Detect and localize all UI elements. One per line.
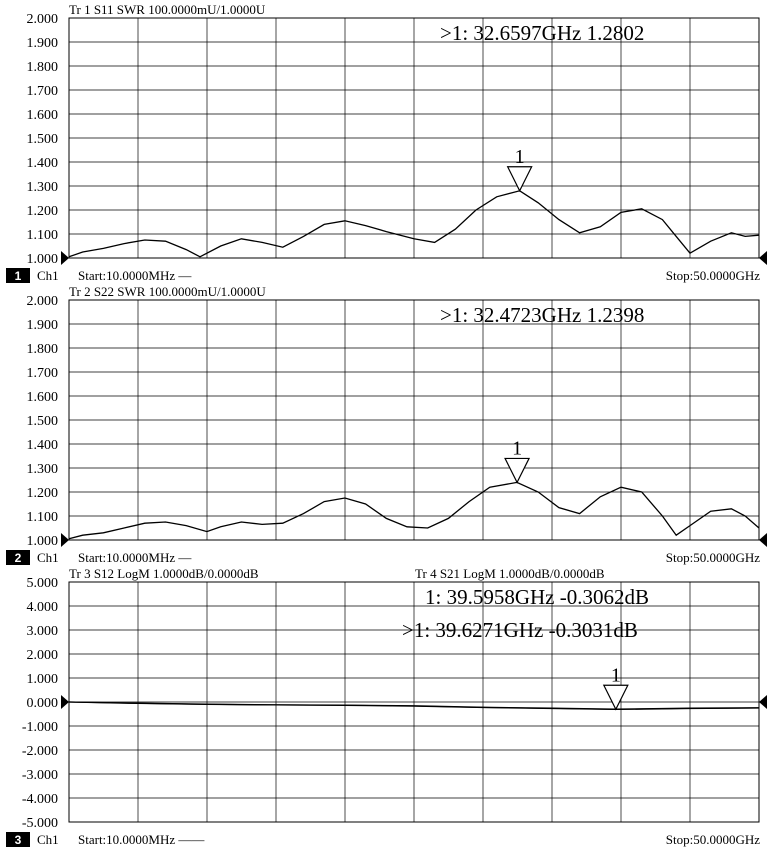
marker-readout: >1: 39.6271GHz -0.3031dB bbox=[402, 618, 638, 642]
start-frequency: Start:10.0000MHz —— bbox=[78, 832, 205, 847]
channel-label: Ch1 bbox=[37, 550, 59, 565]
y-tick-label: 2.000 bbox=[27, 648, 59, 663]
y-tick-label: 1.500 bbox=[27, 414, 59, 429]
y-tick-label: 1.200 bbox=[27, 204, 59, 219]
stop-frequency: Stop:50.0000GHz bbox=[666, 832, 760, 847]
y-tick-label: 1.100 bbox=[27, 510, 59, 525]
y-tick-label: 1.400 bbox=[27, 438, 59, 453]
channel-label: Ch1 bbox=[37, 832, 59, 847]
reference-arrow-right bbox=[759, 251, 767, 265]
y-tick-label: 2.000 bbox=[27, 294, 59, 309]
y-tick-label: 4.000 bbox=[27, 600, 59, 615]
marker-readout: >1: 32.4723GHz 1.2398 bbox=[440, 303, 644, 327]
y-tick-label: 3.000 bbox=[27, 624, 59, 639]
trace-line bbox=[68, 190, 760, 258]
channel-number: 1 bbox=[15, 269, 22, 283]
y-tick-label: 1.800 bbox=[27, 342, 59, 357]
marker-number: 1 bbox=[512, 437, 522, 459]
y-tick-label: 1.700 bbox=[27, 366, 59, 381]
y-tick-label: 1.200 bbox=[27, 486, 59, 501]
y-tick-label: 1.100 bbox=[27, 228, 59, 243]
trace-label: Tr 3 S12 LogM 1.0000dB/0.0000dB bbox=[69, 566, 259, 581]
channel-number: 3 bbox=[15, 833, 22, 847]
y-tick-label: 1.900 bbox=[27, 318, 59, 333]
marker-number: 1 bbox=[515, 146, 525, 168]
y-tick-label: -1.000 bbox=[22, 720, 58, 735]
stop-frequency: Stop:50.0000GHz bbox=[666, 268, 760, 283]
y-tick-label: -5.000 bbox=[22, 816, 58, 831]
y-tick-label: 1.000 bbox=[27, 672, 59, 687]
channel-label: Ch1 bbox=[37, 268, 59, 283]
reference-arrow-right bbox=[759, 695, 767, 709]
y-tick-label: 1.000 bbox=[27, 252, 59, 267]
marker-triangle bbox=[506, 166, 533, 193]
marker-triangle bbox=[504, 457, 531, 484]
channel-badge bbox=[6, 268, 30, 283]
trace-label: Tr 2 S22 SWR 100.0000mU/1.0000U bbox=[69, 284, 266, 299]
trace-label: Tr 1 S11 SWR 100.0000mU/1.0000U bbox=[69, 2, 266, 17]
trace-label: Tr 4 S21 LogM 1.0000dB/0.0000dB bbox=[415, 566, 605, 581]
marker-number: 1 bbox=[611, 664, 621, 686]
y-tick-label: 1.900 bbox=[27, 36, 59, 51]
y-tick-label: 0.000 bbox=[27, 696, 59, 711]
reference-arrow-left bbox=[61, 251, 69, 265]
y-tick-label: 1.600 bbox=[27, 390, 59, 405]
reference-arrow-left bbox=[61, 533, 69, 547]
y-tick-label: 1.300 bbox=[27, 180, 59, 195]
marker-triangle bbox=[602, 684, 629, 711]
start-frequency: Start:10.0000MHz — bbox=[78, 550, 192, 565]
y-tick-label: 1.300 bbox=[27, 462, 59, 477]
y-tick-label: 2.000 bbox=[27, 12, 59, 27]
reference-arrow-left bbox=[61, 695, 69, 709]
channel-badge bbox=[6, 832, 30, 847]
y-tick-label: 1.800 bbox=[27, 60, 59, 75]
y-tick-label: -3.000 bbox=[22, 768, 58, 783]
channel-number: 2 bbox=[15, 551, 22, 565]
y-tick-label: 5.000 bbox=[27, 576, 59, 591]
y-tick-label: 1.500 bbox=[27, 132, 59, 147]
marker-readout: >1: 32.6597GHz 1.2802 bbox=[440, 21, 644, 45]
trace-line bbox=[68, 481, 760, 540]
y-tick-label: 1.600 bbox=[27, 108, 59, 123]
start-frequency: Start:10.0000MHz — bbox=[78, 268, 192, 283]
y-tick-label: -4.000 bbox=[22, 792, 58, 807]
marker-readout: 1: 39.5958GHz -0.3062dB bbox=[425, 585, 649, 609]
y-tick-label: 1.000 bbox=[27, 534, 59, 549]
y-tick-label: 1.700 bbox=[27, 84, 59, 99]
y-tick-label: -2.000 bbox=[22, 744, 58, 759]
channel-badge bbox=[6, 550, 30, 565]
stop-frequency: Stop:50.0000GHz bbox=[666, 550, 760, 565]
reference-arrow-right bbox=[759, 533, 767, 547]
trace-line bbox=[68, 701, 760, 711]
y-tick-label: 1.400 bbox=[27, 156, 59, 171]
